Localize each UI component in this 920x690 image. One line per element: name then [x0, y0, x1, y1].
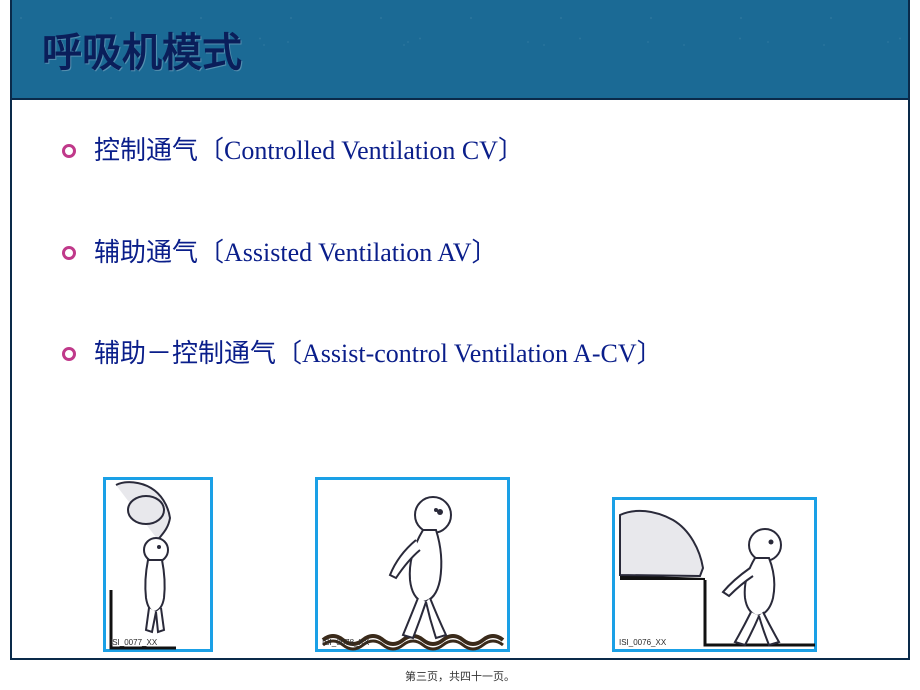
page-footer: 第三页，共四十一页。 [0, 668, 920, 684]
bullet-text: 控制通气〔Controlled Ventilation CV〕 [94, 130, 878, 172]
image-caption: ISI_0077_XX [110, 638, 157, 647]
bullet-item: 辅助－控制通气〔Assist-control Ventilation A-CV〕 [62, 333, 878, 375]
slide-header: 呼吸机模式 [12, 0, 908, 100]
figure-walking-icon [318, 480, 513, 655]
bullet-item: 辅助通气〔Assisted Ventilation AV〕 [62, 232, 878, 274]
slide-frame: 呼吸机模式 控制通气〔Controlled Ventilation CV〕 辅助… [10, 0, 910, 660]
figure-step-help-icon [615, 500, 820, 655]
illustration-assist-control: ISI_0076_XX [612, 497, 817, 652]
image-caption: ISI_0078_XX [322, 638, 369, 647]
slide-title: 呼吸机模式 [42, 20, 242, 78]
illustration-assisted: ISI_0078_XX [315, 477, 510, 652]
bullet-text: 辅助通气〔Assisted Ventilation AV〕 [94, 232, 878, 274]
bullet-ring-icon [62, 246, 76, 260]
bullet-ring-icon [62, 144, 76, 158]
figure-hand-carry-icon [106, 480, 216, 655]
images-row: ISI_0077_XX ISI_0078_XX [42, 477, 878, 652]
slide-content: 控制通气〔Controlled Ventilation CV〕 辅助通气〔Ass… [12, 100, 908, 660]
illustration-controlled: ISI_0077_XX [103, 477, 213, 652]
bullet-text: 辅助－控制通气〔Assist-control Ventilation A-CV〕 [94, 333, 878, 375]
image-caption: ISI_0076_XX [619, 638, 666, 647]
bullet-item: 控制通气〔Controlled Ventilation CV〕 [62, 130, 878, 172]
bullet-ring-icon [62, 347, 76, 361]
